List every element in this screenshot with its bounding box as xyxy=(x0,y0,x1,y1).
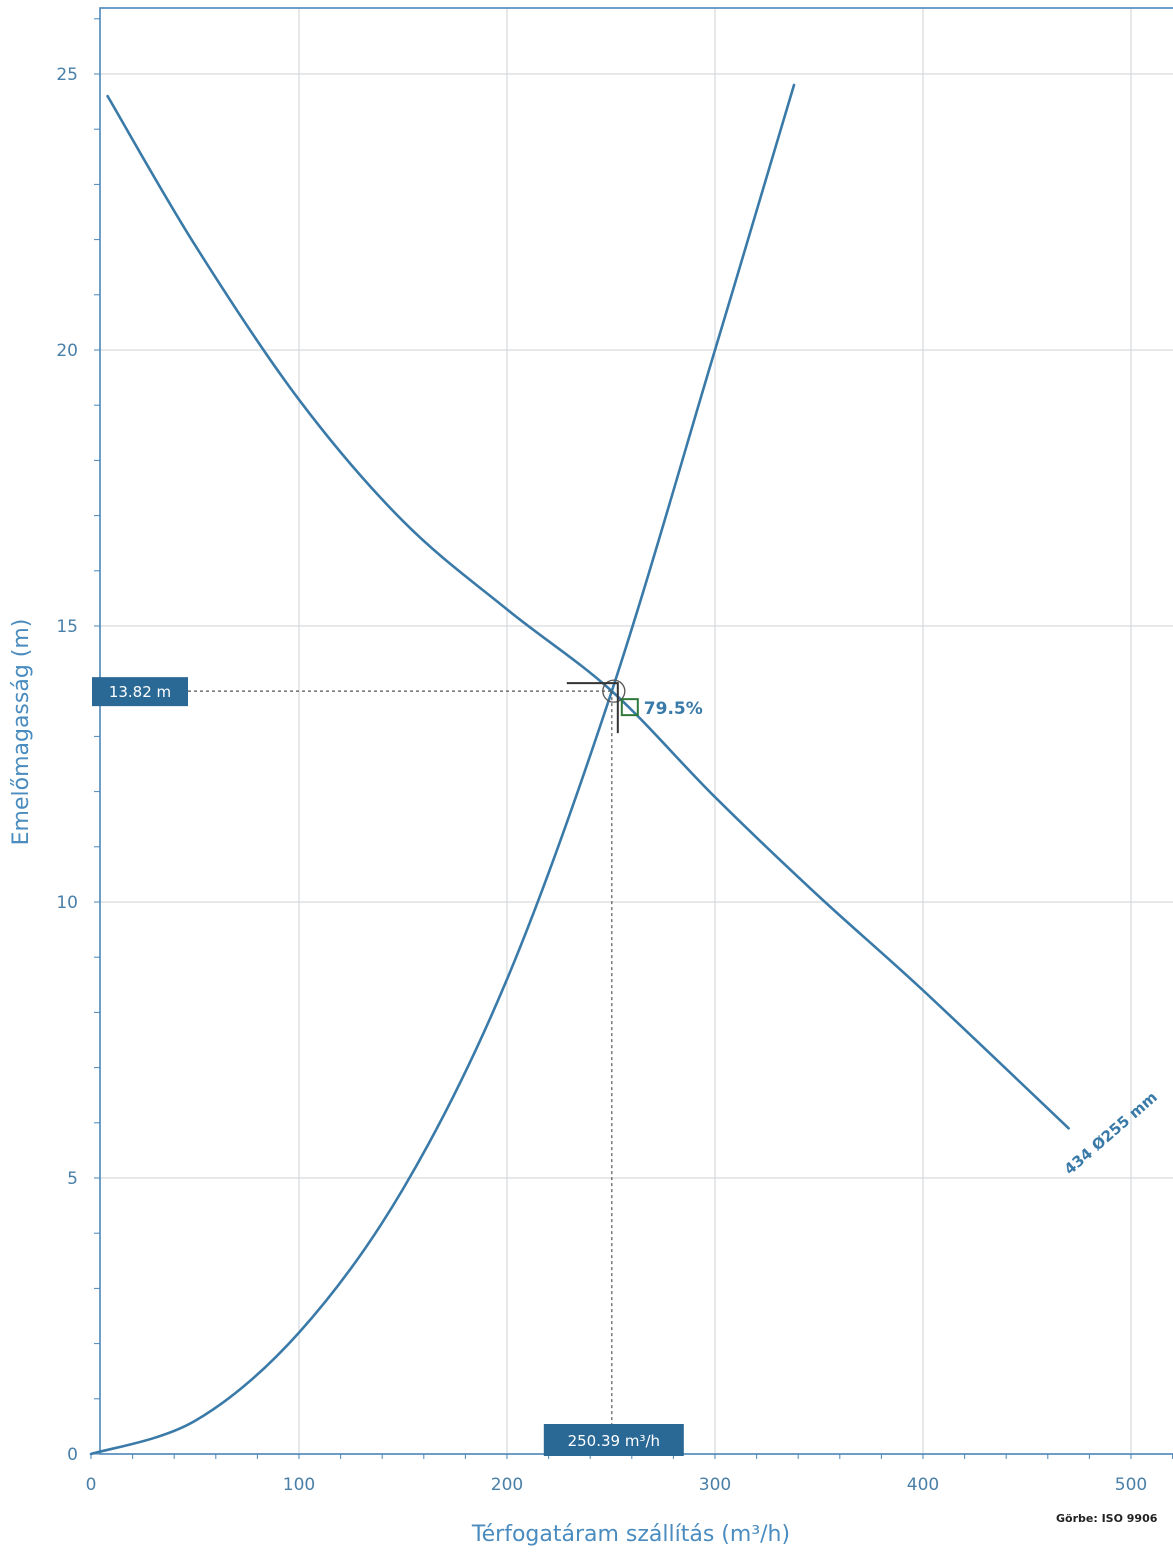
y-tick-label: 5 xyxy=(67,1169,78,1189)
tick-labels: 0 100 200 300 400 500 0 5 10 15 20 25 xyxy=(56,65,1147,1495)
y-tick-label: 0 xyxy=(67,1445,78,1465)
y-tick-label: 20 xyxy=(56,341,78,361)
x-tick-label: 400 xyxy=(907,1475,939,1495)
plot-frame xyxy=(99,7,1173,1455)
efficiency-marker xyxy=(620,698,639,717)
series-label-pump-curve: 434 Ø255 mm xyxy=(1061,1088,1161,1178)
x-axis-title: Térfogatáram szállítás (m³/h) xyxy=(471,1522,790,1547)
flow-value-box xyxy=(543,1424,684,1456)
x-tick-label: 300 xyxy=(699,1475,731,1495)
operating-point-marker xyxy=(602,679,626,703)
pump-curve-line xyxy=(106,94,1070,1130)
efficiency-label: 79.5% xyxy=(644,699,703,719)
y-tick-label: 25 xyxy=(56,65,78,85)
head-value-box xyxy=(92,677,188,707)
head-value-label: 13.82 m xyxy=(109,683,171,701)
flow-value-label: 250.39 m³/h xyxy=(568,1432,660,1450)
grid-lines xyxy=(100,8,1173,1454)
operating-point-tolerance-mark xyxy=(566,682,619,734)
x-tick-label: 100 xyxy=(283,1475,315,1495)
footnote: Görbe: ISO 9906 xyxy=(1056,1512,1158,1525)
x-tick-label: 0 xyxy=(86,1475,97,1495)
series-layer xyxy=(89,83,1070,1456)
x-tick-label: 500 xyxy=(1115,1475,1147,1495)
system-curve-line xyxy=(89,83,796,1456)
operating-point-guides: 79.5% 13.82 m 250.39 m³/h xyxy=(92,677,703,1456)
y-axis-title: Emelőmagasság (m) xyxy=(9,619,34,846)
y-tick-label: 15 xyxy=(56,617,78,637)
y-tick-label: 10 xyxy=(56,893,78,913)
x-tick-label: 200 xyxy=(491,1475,523,1495)
minor-ticks xyxy=(90,18,1173,1459)
